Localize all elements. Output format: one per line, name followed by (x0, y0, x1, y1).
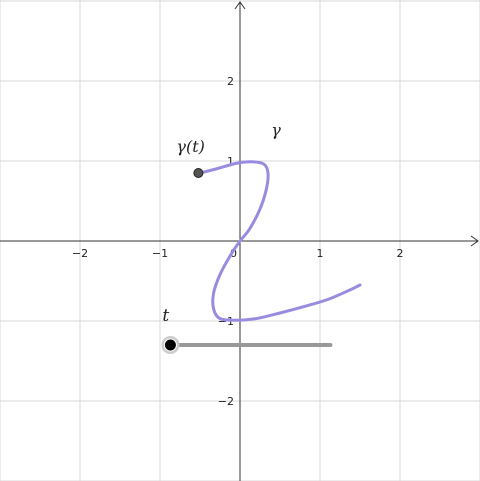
slider-label: t (162, 306, 169, 326)
x-tick-label: −1 (152, 247, 168, 260)
x-tick-label: 1 (317, 247, 324, 260)
point-gamma-t[interactable] (193, 168, 204, 178)
curve-gamma[interactable] (198, 160, 362, 322)
x-tick-label: 2 (397, 247, 404, 260)
x-tick-label: 0 (230, 247, 237, 260)
slider-t[interactable] (161, 336, 333, 354)
slider-handle[interactable] (163, 338, 177, 352)
y-axis-arrow-icon (234, 1, 246, 10)
x-axis-arrow-icon (470, 235, 479, 247)
point-label: γ(t) (176, 137, 204, 156)
point-marker[interactable] (193, 168, 204, 178)
y-tick-label: 2 (227, 75, 234, 88)
x-tick-label: −2 (72, 247, 88, 260)
curve-path[interactable] (198, 160, 362, 322)
y-tick-label: −2 (218, 395, 234, 408)
tick-labels: −2 −1 0 1 221−1−2 (72, 75, 404, 408)
curve-label: γ (271, 120, 281, 139)
y-tick-label: 1 (227, 155, 234, 168)
